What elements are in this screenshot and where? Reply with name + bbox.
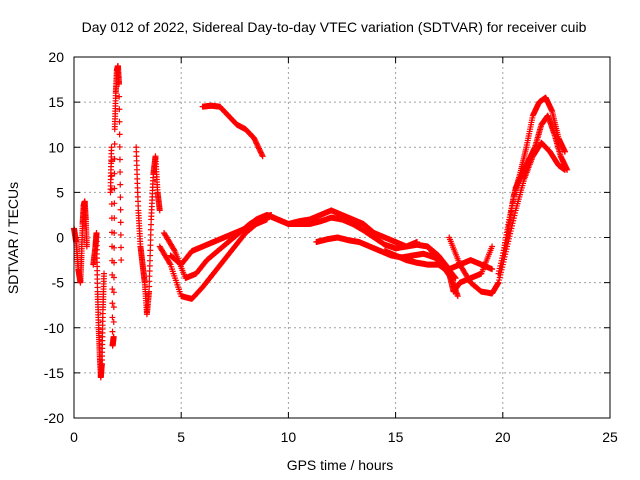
data-point xyxy=(117,169,124,176)
series-early-spikes-b xyxy=(90,229,108,381)
data-point xyxy=(147,237,154,244)
data-point xyxy=(147,242,154,249)
data-point xyxy=(111,244,118,251)
data-point xyxy=(118,257,125,264)
data-point xyxy=(111,170,118,177)
data-point xyxy=(489,266,496,273)
data-point xyxy=(259,151,266,158)
x-tick-label: 20 xyxy=(495,429,511,445)
data-point xyxy=(146,262,153,269)
data-point xyxy=(110,289,117,296)
x-tick-label: 0 xyxy=(70,429,78,445)
data-point xyxy=(116,131,123,138)
data-point xyxy=(111,229,118,236)
data-point xyxy=(111,185,118,192)
y-tick-label: 10 xyxy=(48,139,64,155)
data-point xyxy=(110,274,117,281)
y-tick-label: -5 xyxy=(52,275,65,291)
data-point xyxy=(109,286,116,293)
data-point xyxy=(83,243,90,250)
data-point xyxy=(117,231,124,238)
data-point xyxy=(109,328,116,335)
x-tick-label: 25 xyxy=(602,429,618,445)
y-tick-label: 15 xyxy=(48,94,64,110)
data-point xyxy=(564,166,571,173)
y-tick-label: 5 xyxy=(56,184,64,200)
y-tick-label: -20 xyxy=(44,410,64,426)
data-point xyxy=(147,226,154,233)
data-point xyxy=(116,143,123,150)
y-tick-label: -10 xyxy=(44,320,64,336)
series-early-spikes-c xyxy=(107,63,125,349)
data-point xyxy=(109,314,116,321)
data-point xyxy=(111,155,118,162)
data-point xyxy=(110,333,117,340)
data-point xyxy=(117,181,124,188)
data-point xyxy=(101,270,108,277)
chart-title: Day 012 of 2022, Sidereal Day-to-day VTE… xyxy=(82,19,587,35)
data-point xyxy=(146,283,153,290)
data-point xyxy=(116,81,123,88)
data-point xyxy=(117,194,124,201)
data-point xyxy=(111,215,118,222)
data-point xyxy=(147,247,154,254)
data-point xyxy=(259,153,266,160)
series-track-13 xyxy=(199,102,266,160)
data-point xyxy=(117,206,124,213)
data-point xyxy=(156,207,163,214)
data-point xyxy=(561,148,568,155)
y-tick-label: 0 xyxy=(56,230,64,246)
series-track-1 xyxy=(156,216,270,302)
data-points xyxy=(71,63,571,381)
data-point xyxy=(116,118,123,125)
data-point xyxy=(148,221,155,228)
data-point xyxy=(116,106,123,113)
x-tick-label: 10 xyxy=(281,429,297,445)
data-point xyxy=(166,260,173,267)
series-track-12 xyxy=(499,112,571,259)
x-tick-label: 15 xyxy=(388,429,404,445)
data-point xyxy=(108,144,115,151)
y-tick-label: 20 xyxy=(48,49,64,65)
plot-frame xyxy=(73,56,611,419)
data-point xyxy=(454,293,461,300)
data-point xyxy=(118,244,125,251)
data-point xyxy=(147,252,154,259)
series-track-7 xyxy=(381,248,461,300)
data-point xyxy=(111,259,118,266)
y-axis-label: SDTVAR / TECUs xyxy=(5,182,21,294)
data-point xyxy=(109,300,116,307)
data-point xyxy=(146,257,153,264)
series-track-4 xyxy=(263,207,399,246)
data-point xyxy=(146,273,153,280)
axis-ticks: 0 5 10 15 20 25 -20 -15 -10 -5 0 5 10 15 20 xyxy=(44,49,618,445)
x-axis-label: GPS time / hours xyxy=(287,457,394,473)
data-point xyxy=(146,268,153,275)
series-early-spikes-a xyxy=(71,198,90,286)
series-early-spikes-d xyxy=(133,144,163,318)
data-point xyxy=(110,318,117,325)
data-point xyxy=(171,246,178,253)
data-point xyxy=(146,288,153,295)
data-point xyxy=(108,186,115,193)
data-point xyxy=(111,141,118,148)
data-point xyxy=(116,156,123,163)
data-point xyxy=(489,243,496,250)
series-track-9 xyxy=(424,243,496,295)
data-point xyxy=(147,231,154,238)
data-point xyxy=(116,93,123,100)
data-point xyxy=(111,200,118,207)
data-point xyxy=(110,304,117,311)
y-tick-label: -15 xyxy=(44,365,64,381)
series-track-10 xyxy=(446,139,568,297)
data-point xyxy=(146,278,153,285)
x-tick-label: 5 xyxy=(177,429,185,445)
data-point xyxy=(117,219,124,226)
